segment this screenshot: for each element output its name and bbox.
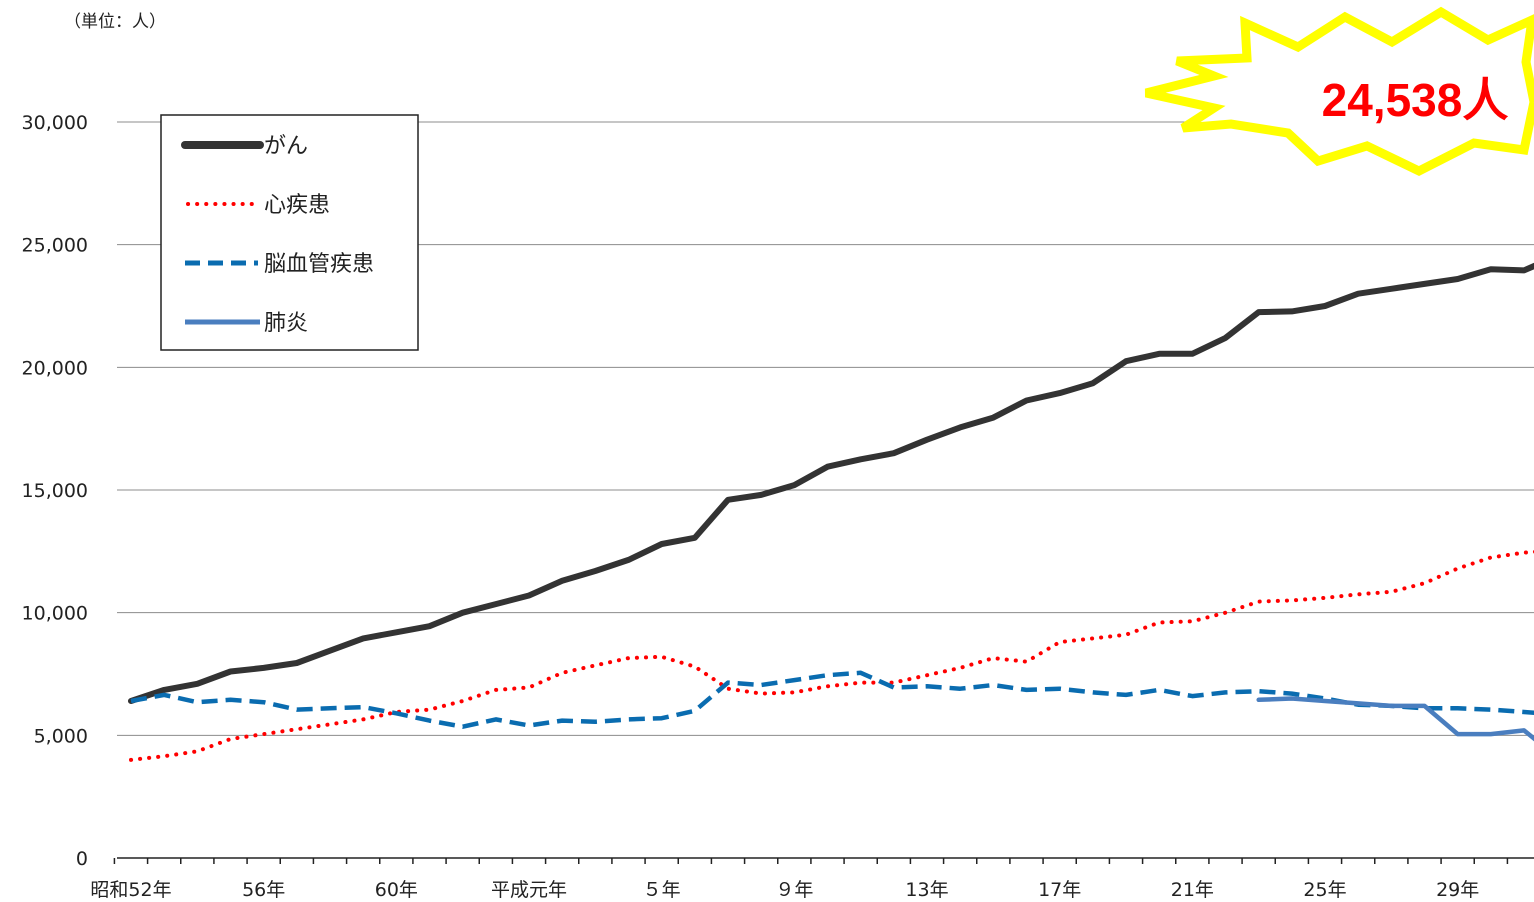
y-tick-label: 25,000 <box>22 235 88 257</box>
x-tick-label: ５年 <box>643 879 681 901</box>
legend-label-haien: 肺炎 <box>264 311 308 336</box>
x-axis: 昭和52年 56年 60年 平成元年 ５年 ９年 13年 17年 21年 25年 29年 <box>90 858 1534 901</box>
x-tick-label: ９年 <box>775 879 813 901</box>
unit-label: （単位：人） <box>64 12 166 32</box>
x-tick-label: 平成元年 <box>491 879 567 901</box>
legend-label-noukekkan: 脳血管疾患 <box>264 252 374 277</box>
legend-label-gan: がん <box>264 134 308 159</box>
y-tick-label: 10,000 <box>22 603 88 625</box>
x-tick-label: 昭和52年 <box>90 879 171 901</box>
callout-text: 24,538人 <box>1322 74 1509 126</box>
y-tick-label: 20,000 <box>22 357 88 379</box>
series-line-shinshikkan <box>131 550 1534 760</box>
legend: がん 心疾患 脳血管疾患 肺炎 <box>161 115 418 350</box>
x-tick-label: 13年 <box>905 879 948 901</box>
y-tick-label: 5,000 <box>34 725 88 747</box>
x-tick-label: 21年 <box>1171 879 1214 901</box>
series-line-haien <box>1259 699 1534 758</box>
legend-label-shinshikkan: 心疾患 <box>264 193 330 218</box>
x-tick-label: 25年 <box>1303 879 1346 901</box>
callout-annotation: 24,538人 <box>1146 12 1534 171</box>
y-axis: 0 5,000 10,000 15,000 20,000 25,000 30,000 <box>22 112 88 870</box>
y-tick-label: 0 <box>76 848 88 870</box>
y-tick-label: 30,000 <box>22 112 88 134</box>
x-tick-label: 29年 <box>1436 879 1479 901</box>
x-tick-label: 17年 <box>1038 879 1081 901</box>
x-tick-label: 60年 <box>375 879 418 901</box>
y-tick-label: 15,000 <box>22 480 88 502</box>
x-tick-label: 56年 <box>242 879 285 901</box>
